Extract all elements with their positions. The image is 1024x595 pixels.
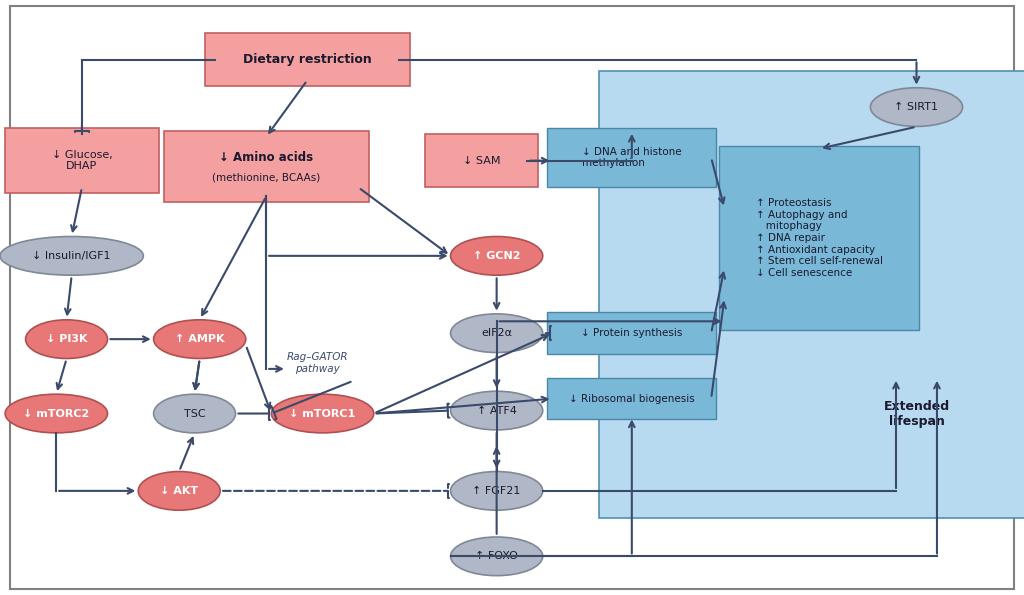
Text: ↓ mTORC2: ↓ mTORC2 xyxy=(24,409,89,418)
Ellipse shape xyxy=(154,394,236,433)
FancyBboxPatch shape xyxy=(5,128,159,193)
FancyBboxPatch shape xyxy=(547,378,717,419)
FancyBboxPatch shape xyxy=(599,71,1024,518)
Ellipse shape xyxy=(451,471,543,511)
Text: ↑ Proteostasis
↑ Autophagy and
   mitophagy
↑ DNA repair
↑ Antioxidant capacity
: ↑ Proteostasis ↑ Autophagy and mitophagy… xyxy=(756,198,883,278)
Text: ↓ SAM: ↓ SAM xyxy=(463,156,500,165)
Text: ↓ PI3K: ↓ PI3K xyxy=(46,334,87,344)
Text: ↓ mTORC1: ↓ mTORC1 xyxy=(290,409,355,418)
FancyBboxPatch shape xyxy=(425,134,538,187)
Ellipse shape xyxy=(271,394,374,433)
Ellipse shape xyxy=(138,471,220,511)
Text: ↑ FOXO: ↑ FOXO xyxy=(475,552,518,561)
Ellipse shape xyxy=(451,392,543,430)
Ellipse shape xyxy=(451,237,543,275)
FancyBboxPatch shape xyxy=(547,128,717,187)
FancyBboxPatch shape xyxy=(205,33,410,86)
Text: ↓ Insulin/IGF1: ↓ Insulin/IGF1 xyxy=(33,251,111,261)
Text: Dietary restriction: Dietary restriction xyxy=(243,53,372,66)
Ellipse shape xyxy=(26,320,108,358)
Text: ↓ Ribosomal biogenesis: ↓ Ribosomal biogenesis xyxy=(569,394,694,403)
Text: Rag–GATOR
pathway: Rag–GATOR pathway xyxy=(287,352,348,374)
Text: ↑ GCN2: ↑ GCN2 xyxy=(473,251,520,261)
Text: ↓ DNA and histone
methylation: ↓ DNA and histone methylation xyxy=(582,147,682,168)
Text: ↑ ATF4: ↑ ATF4 xyxy=(477,406,516,415)
Text: eIF2α: eIF2α xyxy=(481,328,512,338)
Ellipse shape xyxy=(451,537,543,576)
FancyBboxPatch shape xyxy=(547,312,717,354)
Text: ↓ Amino acids: ↓ Amino acids xyxy=(219,151,313,164)
Ellipse shape xyxy=(870,88,963,127)
FancyBboxPatch shape xyxy=(719,146,920,330)
Text: ↑ AMPK: ↑ AMPK xyxy=(175,334,224,344)
Text: ↓ Glucose,
DHAP: ↓ Glucose, DHAP xyxy=(51,150,113,171)
FancyBboxPatch shape xyxy=(164,131,369,202)
Text: (methionine, BCAAs): (methionine, BCAAs) xyxy=(212,173,321,182)
Text: ↓ Protein synthesis: ↓ Protein synthesis xyxy=(582,328,682,338)
Text: Extended
lifespan: Extended lifespan xyxy=(884,399,949,428)
Text: ↓ AKT: ↓ AKT xyxy=(160,486,199,496)
Text: TSC: TSC xyxy=(183,409,206,418)
Ellipse shape xyxy=(154,320,246,358)
Ellipse shape xyxy=(0,237,143,275)
Text: ↑ SIRT1: ↑ SIRT1 xyxy=(895,102,938,112)
Text: ↑ FGF21: ↑ FGF21 xyxy=(472,486,521,496)
Ellipse shape xyxy=(5,394,108,433)
Ellipse shape xyxy=(451,314,543,352)
